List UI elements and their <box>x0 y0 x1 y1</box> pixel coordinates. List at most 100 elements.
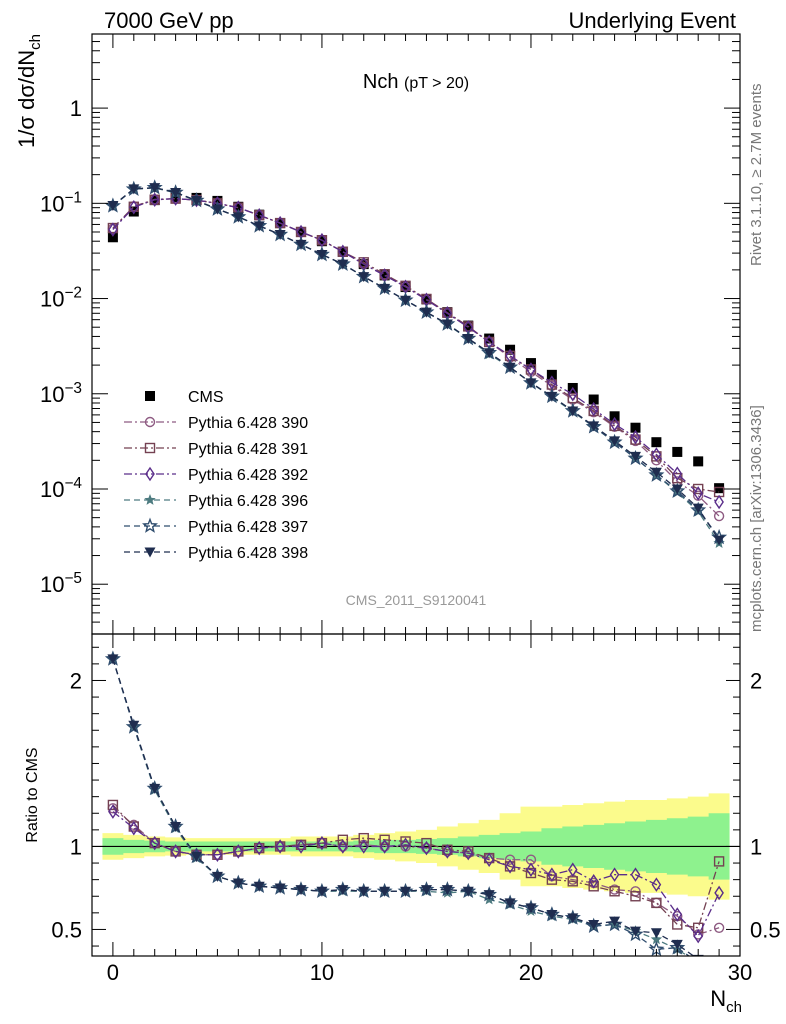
x-tick-label: 0 <box>107 960 119 985</box>
ratio-point <box>128 720 140 731</box>
data-point <box>672 466 683 481</box>
ratio-point <box>337 885 349 896</box>
plot-title: Nch (pT > 20) <box>363 71 469 93</box>
y-tick-label: 1 <box>70 96 82 121</box>
ratio-point <box>149 835 160 851</box>
ratio-point <box>609 886 620 897</box>
ratio-point <box>609 916 621 927</box>
ratio-point <box>713 922 725 933</box>
legend-label: Pythia 6.428 396 <box>188 493 308 510</box>
data-point <box>671 484 683 495</box>
ratio-point <box>233 844 244 859</box>
ratio-point <box>358 839 369 854</box>
data-point <box>713 535 725 546</box>
ratio-point <box>421 840 432 856</box>
y-tick-label: 10−5 <box>40 570 82 597</box>
ratio-y-axis-label: Ratio to CMS <box>24 747 41 842</box>
ratio-y-tick-label: 2 <box>70 668 82 693</box>
header-right-label: Underlying Event <box>568 8 736 33</box>
ratio-point <box>296 839 306 854</box>
data-point <box>358 272 370 283</box>
y-tick-label: 10−3 <box>40 380 82 407</box>
ratio-point <box>275 839 285 854</box>
data-point <box>337 259 349 270</box>
ratio-point <box>295 885 307 896</box>
series-line <box>112 197 720 493</box>
ratio-point <box>672 907 683 922</box>
header-left-label: 7000 GeV pp <box>104 8 234 33</box>
ratio-point <box>253 881 265 892</box>
legend: CMS Pythia 6.428 390 Pythia 6.428 391 Pythi… <box>124 389 308 562</box>
ratio-point <box>107 654 119 665</box>
data-point <box>483 348 495 359</box>
ratio-point <box>588 919 600 930</box>
data-point <box>692 503 704 514</box>
ratio-point <box>400 837 411 853</box>
ratio-point <box>420 885 432 896</box>
legend-label: Pythia 6.428 397 <box>188 519 308 536</box>
ratio-point <box>627 925 644 942</box>
ratio-point <box>379 886 391 897</box>
ratio-point <box>546 910 558 921</box>
data-point <box>232 212 244 223</box>
ratio-point <box>128 820 139 836</box>
data-point <box>713 510 725 522</box>
ratio-point <box>629 926 641 937</box>
ratio-point <box>107 799 119 811</box>
ratio-point <box>484 852 495 867</box>
ratio-point <box>630 867 641 882</box>
data-point <box>630 422 641 433</box>
x-tick-label: 30 <box>728 960 752 985</box>
data-point <box>253 221 265 232</box>
data-point <box>588 401 599 417</box>
ratio-point <box>504 854 516 865</box>
ratio-point <box>714 960 725 970</box>
legend-item: CMS <box>145 389 224 406</box>
data-point <box>317 232 327 248</box>
ratio-y-tick-label: 1 <box>70 834 82 859</box>
data-point <box>650 467 662 478</box>
x-tick-label: 10 <box>310 960 334 985</box>
data-point <box>233 201 244 212</box>
ratio-point <box>337 834 349 846</box>
legend-label: Pythia 6.428 391 <box>188 441 308 458</box>
ratio-point <box>170 822 182 833</box>
legend-item: Pythia 6.428 390 <box>124 415 308 432</box>
legend-item: Pythia 6.428 396 <box>124 493 308 510</box>
data-point <box>588 421 600 432</box>
ratio-point <box>671 939 683 950</box>
data-point <box>211 204 223 215</box>
watermark-label: CMS_2011_S9120041 <box>346 592 487 608</box>
data-point <box>107 232 118 243</box>
data-point <box>108 222 118 237</box>
ratio-point <box>693 928 704 944</box>
ratio-point <box>442 844 453 859</box>
legend-marker <box>144 547 156 558</box>
ratio-point <box>651 877 662 892</box>
y-tick-label: 10−1 <box>40 189 82 216</box>
series-line <box>112 187 720 538</box>
y-axis-label: 1/σ dσ/dNch <box>14 34 44 148</box>
ratio-point <box>526 862 536 877</box>
data-point <box>337 246 348 257</box>
legend-item: Pythia 6.428 391 <box>124 441 308 458</box>
ratio-point <box>630 891 641 902</box>
ratio-point <box>462 886 474 897</box>
data-point <box>462 334 474 345</box>
data-point <box>672 446 683 457</box>
data-point <box>170 187 182 198</box>
data-point <box>463 320 474 331</box>
ratio-point <box>713 963 724 974</box>
data-point <box>525 378 537 389</box>
ratio-point <box>546 874 558 885</box>
legend-label: CMS <box>188 389 224 406</box>
data-point <box>546 369 557 380</box>
ratio-point <box>108 804 118 819</box>
ratio-point <box>254 840 265 856</box>
data-point <box>254 209 265 220</box>
data-point <box>567 406 579 417</box>
data-point <box>567 386 578 402</box>
x-tick-label: 20 <box>519 960 543 985</box>
ratio-y-tick-label: 0.5 <box>51 917 82 942</box>
ratio-point <box>232 878 244 889</box>
